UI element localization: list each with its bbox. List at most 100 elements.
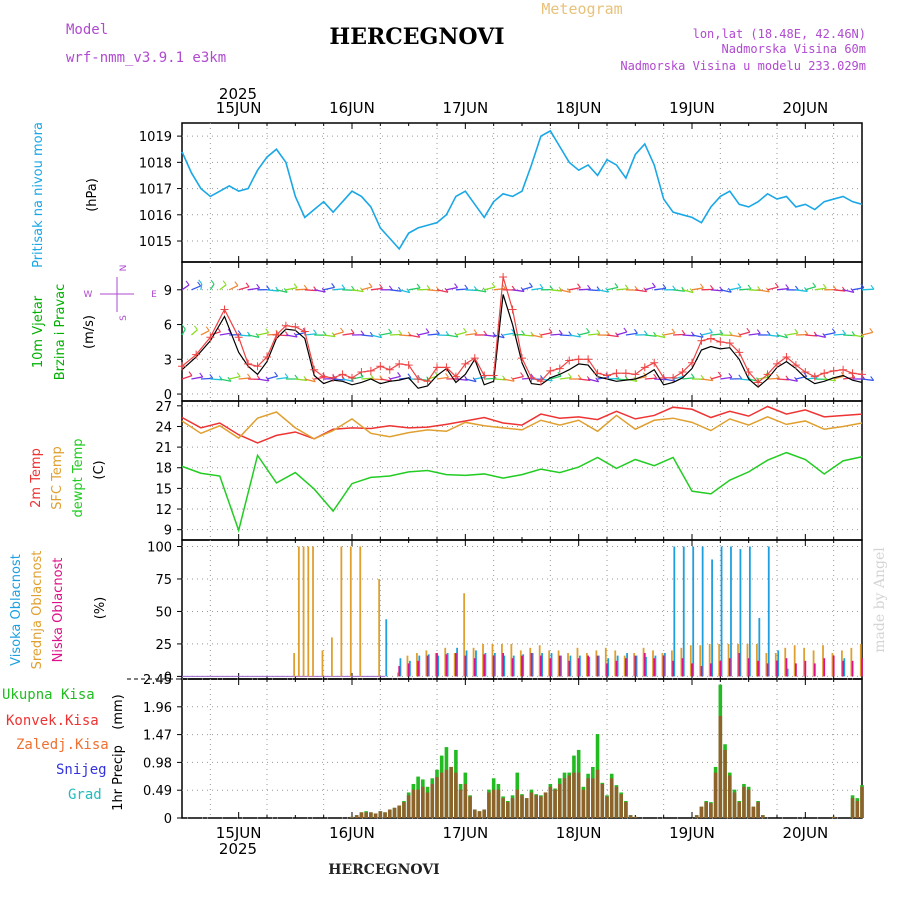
wind-barb <box>833 333 846 336</box>
wind-barb <box>833 375 845 380</box>
wind-gust-point <box>735 348 744 357</box>
y-tick-label: 1018 <box>139 156 172 171</box>
wind-gust-point <box>631 370 640 379</box>
compass-n: N <box>119 265 129 272</box>
cloud-high-bar <box>446 653 449 677</box>
cloud-mid-bar <box>689 645 692 677</box>
precip-conv-bar <box>751 806 756 818</box>
wind-gust-point <box>640 363 649 372</box>
wind-gust-point <box>319 372 328 381</box>
cloud-low-bar <box>606 663 608 677</box>
cloud-mid-bar <box>425 650 428 677</box>
cloud-low-bar <box>832 655 835 677</box>
cloud-high-bar <box>777 650 780 677</box>
wind-barb <box>578 378 591 382</box>
cloud-high-bar <box>654 655 657 677</box>
wind-barb <box>361 334 374 337</box>
precip-conv-bar <box>472 809 477 818</box>
wind-barb <box>361 286 373 291</box>
precip-conv-bar <box>581 789 586 818</box>
cloud-mid-bar <box>812 650 815 677</box>
station-title: HERCEGNOVI <box>329 24 504 50</box>
temp-ylabel-sfc: SFC Temp <box>50 446 65 510</box>
wind-barb <box>389 375 401 380</box>
cloud-high-bar <box>692 546 695 677</box>
wind-barb <box>701 378 714 382</box>
wind-barb-tick <box>850 288 855 293</box>
wind-barb <box>691 287 704 291</box>
wind-barb-tick <box>681 330 686 335</box>
wind-barb-tick <box>822 333 827 338</box>
panel-temperature: 9 12 15 18 21 24 27 <box>155 400 863 541</box>
cloud-mid-bar <box>297 546 300 677</box>
wind-barb-tick <box>822 283 827 289</box>
temp-dew-line <box>181 451 863 533</box>
cloud-high-bar <box>418 655 421 677</box>
wind-barb <box>370 287 383 291</box>
cloud-mid-bar <box>595 650 598 677</box>
cloud-high-bar <box>465 650 468 677</box>
wind-barb-tick <box>340 327 344 333</box>
wind-barb <box>484 286 496 291</box>
wind-gust-point <box>527 373 536 382</box>
wind-barb-tick <box>794 285 799 291</box>
cloud-low-bar <box>672 660 675 677</box>
wind-gust-point <box>300 327 309 336</box>
wind-barb <box>682 377 695 380</box>
wind-barb <box>361 377 374 380</box>
wind-barb <box>531 287 544 291</box>
cloud-mid-bar <box>737 643 739 677</box>
precip-conv-bar <box>520 795 524 818</box>
y-tick-label: 9 <box>164 524 172 539</box>
top-day-label: 19JUN <box>669 99 715 117</box>
wind-barb <box>266 289 279 292</box>
wind-gust-point <box>220 305 229 314</box>
cloud-mid-bar <box>784 647 787 677</box>
wind-barb <box>191 329 198 336</box>
cloud-low-bar <box>502 653 505 677</box>
wind-barb-tick <box>520 372 524 377</box>
wind-barb <box>824 378 836 382</box>
cloud-low-bar <box>728 658 731 677</box>
cloud-mid-bar <box>501 643 503 677</box>
wind-barb-tick <box>188 371 193 376</box>
cloud-mid-bar <box>529 647 532 677</box>
wind-barb <box>710 333 723 336</box>
precip-conv-bar <box>506 802 510 818</box>
cloud-high-bar <box>503 655 506 677</box>
cloud-low-bar <box>662 655 665 677</box>
cloud-low-bar <box>445 654 448 677</box>
wind-barb-tick <box>379 284 383 289</box>
wind-ylabel-name2: Brzina i Pravac <box>53 284 68 381</box>
y-tick-label: 9 <box>164 284 172 299</box>
cloud-low-bar <box>417 660 420 677</box>
cloud-mid-bar <box>803 647 806 677</box>
cloud-high-bar <box>730 546 732 677</box>
wind-barb-tick <box>266 285 270 290</box>
wind-barb-tick <box>661 333 666 338</box>
wind-barb-tick <box>445 373 449 378</box>
wind-barb-tick <box>784 333 789 339</box>
cloud-low-bar <box>700 666 703 677</box>
wind-barb-tick <box>406 288 411 293</box>
wind-barb-tick <box>606 330 610 336</box>
wind-gust-point <box>518 354 526 363</box>
wind-barb <box>654 334 666 339</box>
cloud-mid-bar <box>397 672 399 677</box>
wind-barb-tick <box>265 328 270 334</box>
wind-barb <box>436 289 449 293</box>
wind-gust-point <box>858 370 866 379</box>
precip-conv-bar <box>510 798 515 818</box>
cloud-mid-bar <box>312 546 314 677</box>
compass-w: W <box>84 290 93 300</box>
wind-barb <box>200 330 210 336</box>
wind-barb-tick <box>804 330 809 335</box>
wind-barb-tick <box>728 373 733 378</box>
wind-gust-point <box>574 355 583 364</box>
precip-conv-bar <box>539 796 543 818</box>
wind-gust-point <box>338 370 347 379</box>
wind-barb <box>436 376 449 380</box>
precip-conv-bar <box>628 815 633 818</box>
wind-barb-tick <box>756 329 761 334</box>
precip-conv-bar <box>458 789 463 818</box>
